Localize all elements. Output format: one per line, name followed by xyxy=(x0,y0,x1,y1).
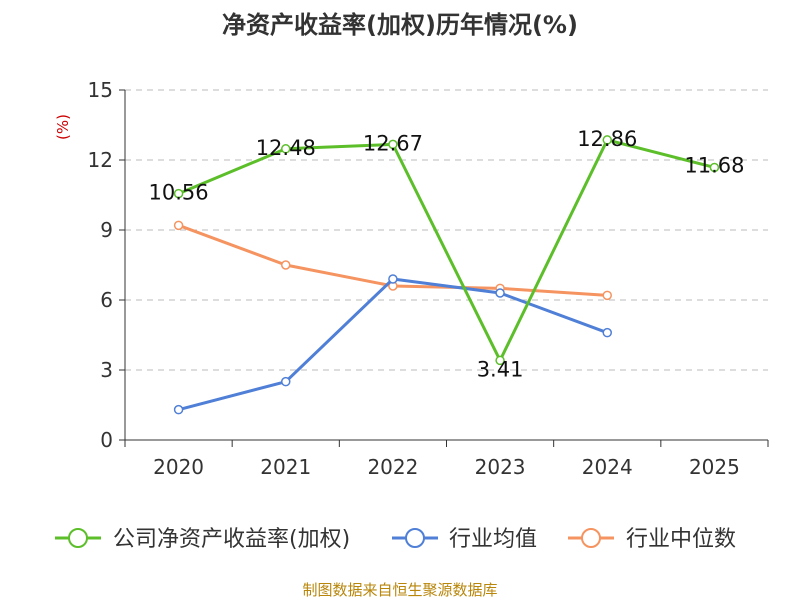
data-label: 12.86 xyxy=(577,127,637,151)
data-point xyxy=(495,288,505,298)
data-label: 11.68 xyxy=(684,153,744,177)
legend-label: 行业中位数 xyxy=(626,527,736,552)
data-point xyxy=(709,162,720,173)
legend-marker xyxy=(405,528,425,548)
x-tick-label: 2022 xyxy=(367,455,418,479)
data-point xyxy=(173,404,184,415)
data-point xyxy=(602,327,612,338)
legend-label: 公司净资产收益率(加权) xyxy=(113,527,350,552)
y-tick-label: 3 xyxy=(100,358,113,382)
x-tick-label: 2024 xyxy=(582,455,633,479)
data-label: 10.56 xyxy=(149,181,209,205)
legend-marker xyxy=(68,528,88,548)
y-axis-unit: (%) xyxy=(54,114,72,140)
data-point xyxy=(173,220,184,231)
x-tick-label: 2020 xyxy=(153,455,204,479)
series-layer xyxy=(173,135,720,415)
data-label: 12.67 xyxy=(363,131,423,155)
data-point xyxy=(388,274,398,284)
y-tick-label: 6 xyxy=(100,288,113,312)
data-label: 12.48 xyxy=(256,136,316,160)
data-point xyxy=(281,144,291,154)
x-tick-label: 2023 xyxy=(475,455,526,479)
data-point xyxy=(281,376,291,387)
data-point xyxy=(495,355,505,366)
series-line xyxy=(178,277,608,412)
data-point xyxy=(281,260,291,270)
y-tick-label: 12 xyxy=(88,148,113,172)
data-point xyxy=(602,290,612,301)
axes: 0 3 6 9 12 15 2020 2021 2022 2023 2024 2025 xyxy=(88,78,769,479)
chart-title: 净资产收益率(加权)历年情况(%) xyxy=(222,11,578,39)
legend-label: 行业均值 xyxy=(449,527,537,552)
x-tick-label: 2025 xyxy=(689,455,740,479)
data-label: 3.41 xyxy=(477,357,524,381)
legend: 公司净资产收益率(加权) 行业均值 行业中位数 xyxy=(55,527,736,552)
data-labels: 10.56 12.48 12.67 3.41 12.86 11.68 xyxy=(149,127,745,381)
data-point xyxy=(602,135,612,145)
source-note: 制图数据来自恒生聚源数据库 xyxy=(302,581,497,599)
x-tick-label: 2021 xyxy=(260,455,311,479)
data-point xyxy=(173,188,184,199)
y-tick-label: 9 xyxy=(100,218,113,242)
y-tick-label: 0 xyxy=(100,428,113,452)
data-point xyxy=(388,139,398,150)
grid-lines xyxy=(125,89,768,371)
legend-marker xyxy=(581,528,601,548)
y-tick-label: 15 xyxy=(88,78,113,102)
series-line xyxy=(178,138,715,362)
